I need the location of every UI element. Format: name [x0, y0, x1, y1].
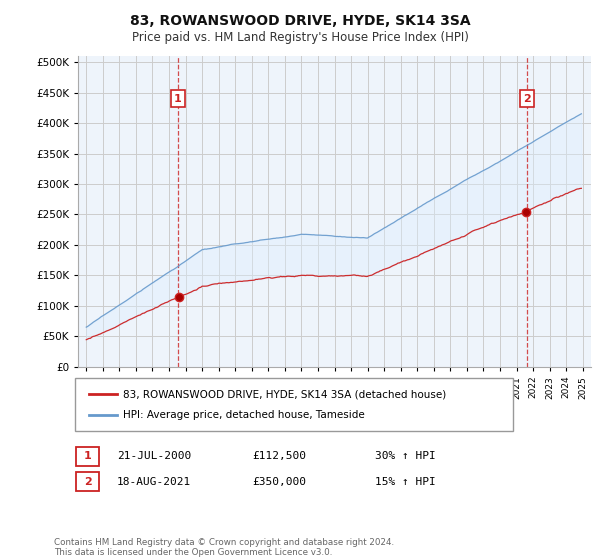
- Text: HPI: Average price, detached house, Tameside: HPI: Average price, detached house, Tame…: [123, 410, 365, 420]
- Text: 2: 2: [84, 477, 91, 487]
- Text: 1: 1: [84, 451, 91, 461]
- Text: 2: 2: [523, 94, 531, 104]
- Text: Price paid vs. HM Land Registry's House Price Index (HPI): Price paid vs. HM Land Registry's House …: [131, 31, 469, 44]
- Text: 21-JUL-2000: 21-JUL-2000: [117, 451, 191, 461]
- Text: £112,500: £112,500: [252, 451, 306, 461]
- Text: 83, ROWANSWOOD DRIVE, HYDE, SK14 3SA (detached house): 83, ROWANSWOOD DRIVE, HYDE, SK14 3SA (de…: [123, 389, 446, 399]
- Text: £350,000: £350,000: [252, 477, 306, 487]
- Text: 1: 1: [174, 94, 182, 104]
- Text: 15% ↑ HPI: 15% ↑ HPI: [375, 477, 436, 487]
- Text: 30% ↑ HPI: 30% ↑ HPI: [375, 451, 436, 461]
- Text: 18-AUG-2021: 18-AUG-2021: [117, 477, 191, 487]
- Text: 83, ROWANSWOOD DRIVE, HYDE, SK14 3SA: 83, ROWANSWOOD DRIVE, HYDE, SK14 3SA: [130, 14, 470, 28]
- Text: Contains HM Land Registry data © Crown copyright and database right 2024.
This d: Contains HM Land Registry data © Crown c…: [54, 538, 394, 557]
